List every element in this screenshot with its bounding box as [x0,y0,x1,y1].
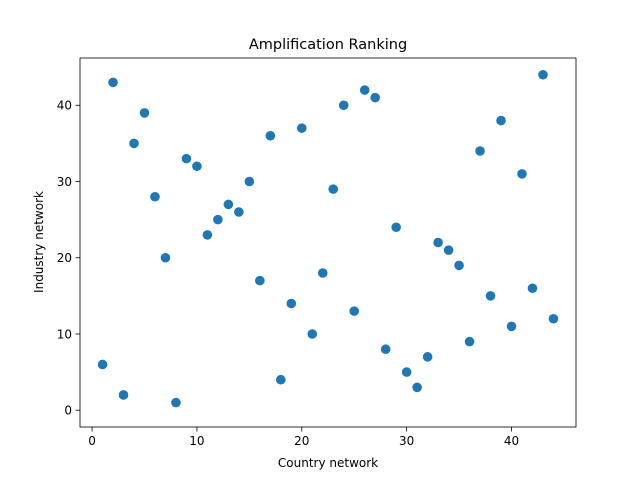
data-point-23 [328,184,339,194]
data-point-13 [223,199,234,210]
data-point-31 [412,382,422,393]
x-tick-label: 20 [294,434,309,448]
data-point-33 [433,237,443,248]
x-tick-label: 30 [399,434,414,448]
data-point-44 [548,313,559,324]
x-tick-label: 40 [504,434,519,448]
data-point-3 [118,390,129,400]
data-point-43 [538,69,548,80]
data-point-42 [527,283,538,294]
data-point-18 [276,374,286,385]
data-point-38 [485,291,496,301]
data-point-9 [181,153,192,164]
data-point-37 [475,146,485,156]
y-tick-label: 10 [57,327,72,341]
data-point-28 [380,344,391,355]
y-tick-label: 30 [57,175,72,189]
x-axis-label: Country network [278,456,378,470]
data-point-27 [370,92,380,103]
data-point-12 [213,214,223,225]
y-axis-label: Industry network [32,191,46,293]
data-point-8 [171,397,181,408]
data-point-22 [317,268,328,278]
points-layer [97,69,559,408]
data-point-40 [506,321,517,332]
data-point-5 [139,108,150,118]
data-point-21 [307,329,318,339]
x-tick-label: 0 [88,434,96,448]
data-point-2 [108,77,118,88]
ticks-layer: 0 10 20 30 40 0 10 20 30 40 [57,99,519,448]
data-point-34 [443,245,454,255]
y-tick-label: 40 [57,99,72,113]
data-point-20 [296,123,307,133]
data-point-25 [349,306,360,316]
data-point-32 [422,352,433,362]
data-point-19 [286,298,297,309]
x-tick-label: 10 [189,434,204,448]
chart-title: Amplification Ranking [249,37,407,53]
data-point-35 [454,260,464,271]
data-point-24 [338,100,349,111]
data-point-30 [401,367,412,377]
data-point-10 [192,161,202,172]
data-point-15 [244,176,255,187]
data-point-36 [464,336,475,347]
data-point-16 [255,275,265,286]
data-point-1 [97,359,108,370]
data-point-11 [202,230,213,240]
data-point-14 [234,207,244,217]
data-point-39 [496,115,506,126]
data-point-4 [129,138,139,149]
y-tick-label: 0 [64,404,72,418]
data-point-17 [265,130,276,141]
data-point-29 [391,222,401,233]
plot-frame [79,57,577,428]
data-point-7 [160,252,171,263]
y-tick-label: 20 [57,251,72,265]
data-point-6 [150,191,160,202]
data-point-26 [359,85,370,95]
data-point-41 [517,169,527,179]
